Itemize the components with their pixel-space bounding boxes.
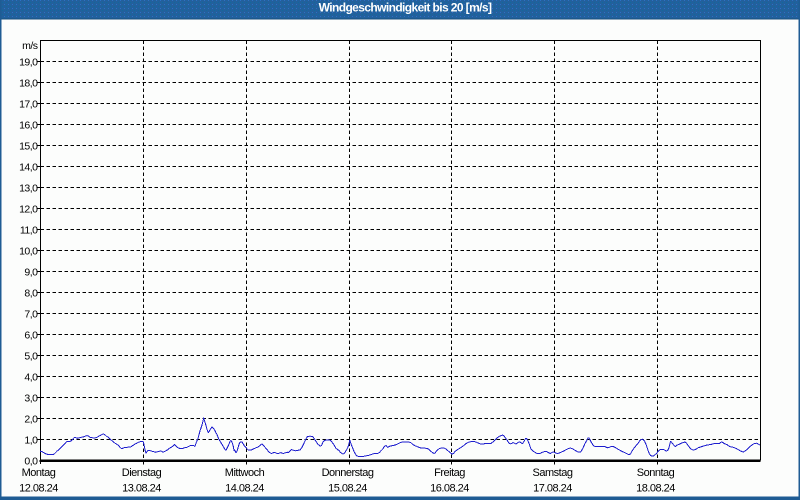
svg-text:m/s: m/s	[22, 40, 38, 52]
svg-text:13,0: 13,0	[19, 182, 38, 194]
svg-text:Mittwoch: Mittwoch	[225, 467, 265, 479]
svg-text:Dienstag: Dienstag	[122, 467, 162, 479]
svg-text:19,0: 19,0	[19, 56, 38, 68]
svg-text:12.08.24: 12.08.24	[19, 483, 58, 495]
svg-text:10,0: 10,0	[19, 245, 38, 257]
svg-text:16,0: 16,0	[19, 119, 38, 131]
svg-text:5,0: 5,0	[24, 350, 38, 362]
svg-text:Freitag: Freitag	[434, 467, 465, 479]
svg-text:13.08.24: 13.08.24	[122, 483, 161, 495]
svg-text:1,0: 1,0	[24, 434, 38, 446]
svg-text:11,0: 11,0	[20, 224, 38, 236]
svg-text:2,0: 2,0	[24, 413, 38, 425]
svg-text:3,0: 3,0	[24, 392, 38, 404]
svg-text:Samstag: Samstag	[533, 467, 573, 479]
svg-text:Sonntag: Sonntag	[637, 467, 675, 479]
svg-text:18.08.24: 18.08.24	[636, 483, 675, 495]
svg-text:16.08.24: 16.08.24	[430, 483, 469, 495]
svg-text:12,0: 12,0	[19, 203, 38, 215]
svg-text:Montag: Montag	[22, 467, 56, 479]
svg-text:14.08.24: 14.08.24	[225, 483, 264, 495]
svg-text:15,0: 15,0	[19, 140, 38, 152]
svg-text:18,0: 18,0	[19, 77, 38, 89]
svg-text:7,0: 7,0	[24, 308, 38, 320]
svg-text:15.08.24: 15.08.24	[328, 483, 367, 495]
svg-text:4,0: 4,0	[24, 371, 38, 383]
svg-text:Windgeschwindigkeit bis 20 [m/: Windgeschwindigkeit bis 20 [m/s]	[319, 1, 492, 15]
svg-text:17,0: 17,0	[19, 98, 38, 110]
svg-text:9,0: 9,0	[24, 266, 38, 278]
svg-text:Donnerstag: Donnerstag	[322, 467, 374, 479]
svg-text:0,0: 0,0	[24, 455, 38, 467]
svg-text:8,0: 8,0	[24, 287, 38, 299]
svg-text:17.08.24: 17.08.24	[533, 483, 572, 495]
svg-text:14,0: 14,0	[19, 161, 38, 173]
svg-text:6,0: 6,0	[24, 329, 38, 341]
